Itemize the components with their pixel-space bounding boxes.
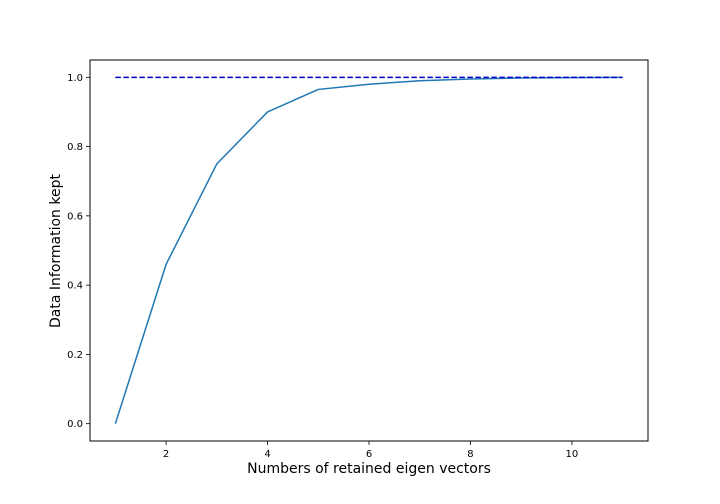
y-tick-label: 0.2 xyxy=(67,350,83,361)
y-tick-label: 1.0 xyxy=(67,73,83,84)
x-tick-label: 2 xyxy=(163,449,169,460)
y-tick-label: 0.8 xyxy=(67,142,83,153)
y-tick-label: 0.4 xyxy=(67,281,83,292)
x-tick-label: 4 xyxy=(264,449,270,460)
x-tick-label: 8 xyxy=(467,449,473,460)
cumulative-information-line xyxy=(114,76,623,424)
x-tick-label: 6 xyxy=(366,449,372,460)
y-axis-label: Data Information kept xyxy=(48,174,64,328)
x-axis-label: Numbers of retained eigen vectors xyxy=(247,461,491,477)
y-tick-label: 0.0 xyxy=(67,419,83,430)
axis-ticks: 2 4 6 8 10 0.0 0.2 0.4 0.6 0.8 1.0 xyxy=(67,73,578,460)
y-tick-label: 0.6 xyxy=(67,211,83,222)
x-tick-label: 10 xyxy=(566,449,579,460)
